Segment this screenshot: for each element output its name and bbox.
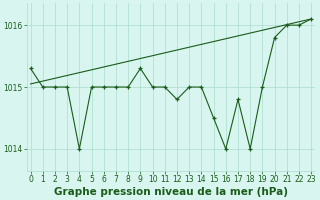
X-axis label: Graphe pression niveau de la mer (hPa): Graphe pression niveau de la mer (hPa) — [54, 187, 288, 197]
